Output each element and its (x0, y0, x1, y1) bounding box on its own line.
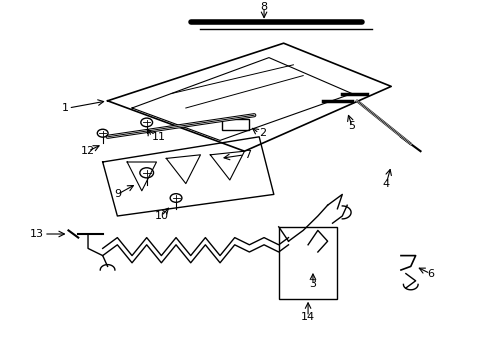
Text: 13: 13 (30, 229, 44, 239)
Text: 6: 6 (426, 269, 433, 279)
Text: 1: 1 (61, 103, 68, 113)
Text: 3: 3 (309, 279, 316, 289)
Text: 10: 10 (154, 211, 168, 221)
Text: 11: 11 (151, 132, 165, 142)
Text: 14: 14 (301, 312, 314, 322)
Bar (278, 227, 337, 299)
Text: 12: 12 (81, 146, 95, 156)
Text: 7: 7 (244, 150, 251, 160)
Text: 5: 5 (348, 121, 355, 131)
Bar (222, 119, 249, 130)
Text: 8: 8 (260, 2, 267, 12)
Text: 4: 4 (382, 179, 389, 189)
Text: 9: 9 (114, 189, 121, 199)
Text: 2: 2 (259, 128, 266, 138)
